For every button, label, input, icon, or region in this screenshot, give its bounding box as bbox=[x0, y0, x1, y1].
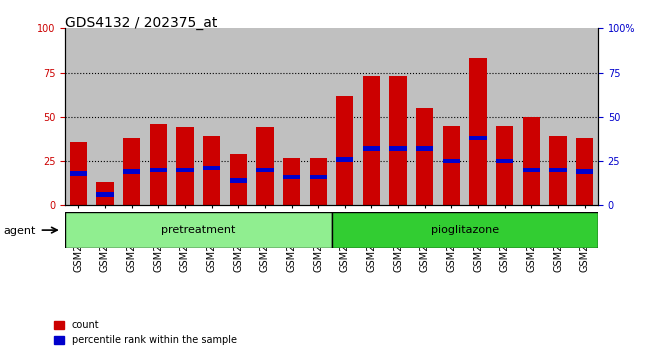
Bar bbox=[363, 147, 380, 151]
Bar bbox=[309, 158, 327, 205]
Bar bbox=[523, 168, 540, 172]
Bar bbox=[65, 212, 332, 248]
Bar bbox=[150, 124, 167, 205]
Bar bbox=[389, 76, 407, 205]
Bar bbox=[336, 96, 354, 205]
Bar bbox=[523, 117, 540, 205]
Text: agent: agent bbox=[3, 226, 36, 236]
Bar bbox=[549, 136, 567, 205]
Bar bbox=[256, 127, 274, 205]
Bar bbox=[96, 182, 114, 205]
Bar bbox=[123, 170, 140, 174]
Bar bbox=[229, 178, 247, 183]
Bar bbox=[203, 136, 220, 205]
Bar bbox=[332, 212, 598, 248]
Bar bbox=[469, 58, 487, 205]
Bar bbox=[549, 168, 567, 172]
Legend: count, percentile rank within the sample: count, percentile rank within the sample bbox=[50, 316, 240, 349]
Bar bbox=[496, 126, 514, 205]
Bar bbox=[203, 166, 220, 170]
Bar bbox=[176, 127, 194, 205]
Bar bbox=[70, 171, 87, 176]
Bar bbox=[123, 138, 140, 205]
Bar bbox=[496, 159, 514, 163]
Bar bbox=[70, 142, 87, 205]
Bar bbox=[96, 193, 114, 197]
Bar bbox=[443, 126, 460, 205]
Text: pretreatment: pretreatment bbox=[161, 225, 235, 235]
Text: pioglitazone: pioglitazone bbox=[431, 225, 499, 235]
Bar bbox=[283, 175, 300, 179]
Bar bbox=[443, 159, 460, 163]
Bar bbox=[229, 154, 247, 205]
Bar bbox=[363, 76, 380, 205]
Bar bbox=[416, 108, 434, 205]
Bar bbox=[576, 138, 593, 205]
Bar bbox=[309, 175, 327, 179]
Bar bbox=[150, 168, 167, 172]
Bar bbox=[336, 157, 354, 161]
Bar bbox=[283, 158, 300, 205]
Bar bbox=[576, 170, 593, 174]
Text: GDS4132 / 202375_at: GDS4132 / 202375_at bbox=[65, 16, 217, 30]
Bar bbox=[469, 136, 487, 140]
Bar bbox=[256, 168, 274, 172]
Bar bbox=[416, 147, 434, 151]
Bar bbox=[389, 147, 407, 151]
Bar bbox=[176, 168, 194, 172]
